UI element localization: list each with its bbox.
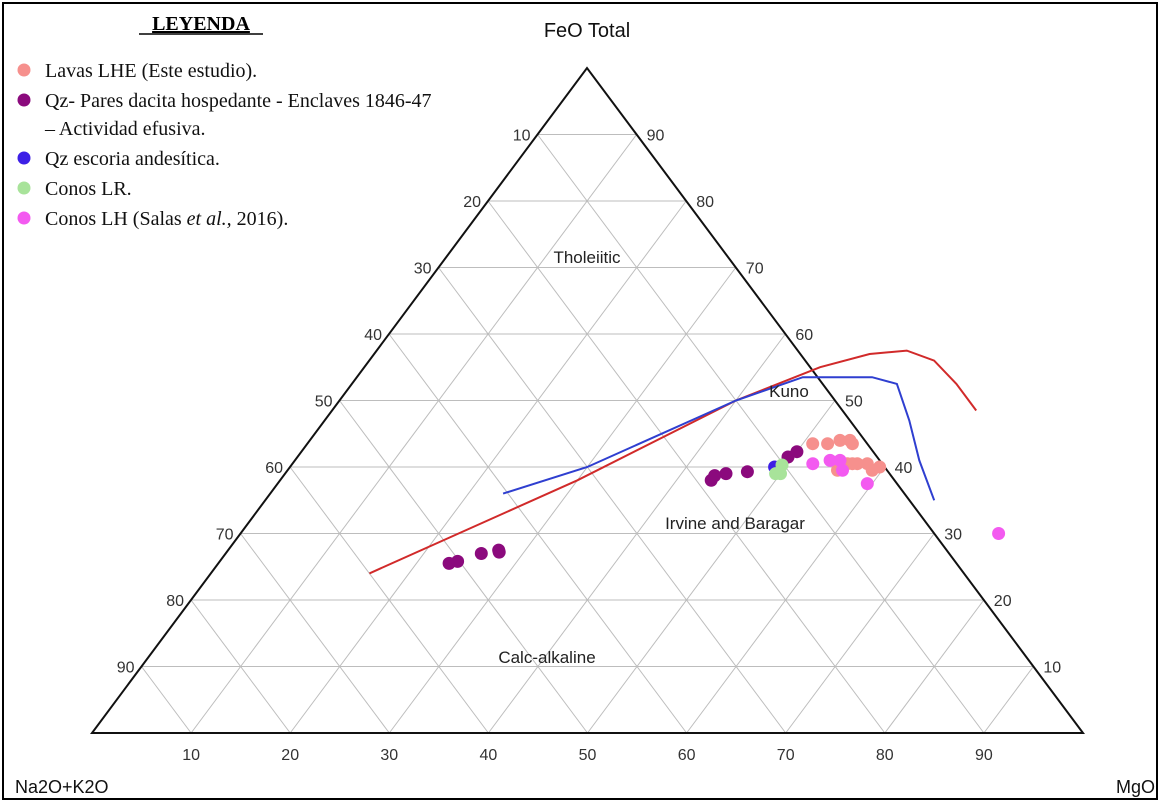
data-point-series-0 <box>806 437 820 451</box>
grid-line-mgo <box>686 466 886 734</box>
boundary-lines <box>368 349 978 575</box>
legend-marker-qz-pares <box>17 93 31 107</box>
legend-label-qz-escoria: Qz escoria andesítica. <box>45 148 220 170</box>
tick-label-left: 30 <box>414 261 432 278</box>
grid-line-alk <box>141 666 192 734</box>
tick-label-right: 50 <box>845 394 863 411</box>
grid-line-mgo <box>388 267 737 734</box>
tick-label-left: 70 <box>216 527 234 544</box>
legend-label-conos-lh-suffix: 2016). <box>232 208 289 230</box>
data-point-series-1 <box>719 467 733 481</box>
tick-label-bottom: 10 <box>182 747 200 764</box>
grid-line-alk <box>339 400 588 734</box>
tick-label-left: 50 <box>315 394 333 411</box>
boundary-line-kuno <box>368 349 978 575</box>
tick-label-bottom: 80 <box>876 747 894 764</box>
legend-label-conos-lh-italic: et al., <box>187 208 232 230</box>
tick-label-right: 30 <box>944 527 962 544</box>
boundary-line-irvine-and-baragar <box>502 376 936 501</box>
data-point-series-1 <box>708 469 722 483</box>
grid-line-alk <box>537 134 985 734</box>
apex-label-left: Na2O+K2O <box>15 777 109 797</box>
legend-marker-conos-lh <box>17 211 31 225</box>
grid-line-mgo <box>190 134 638 734</box>
tick-label-left: 80 <box>166 593 184 610</box>
tick-label-left: 20 <box>463 194 481 211</box>
legend-marker-qz-escoria <box>17 151 31 165</box>
tick-label-bottom: 30 <box>380 747 398 764</box>
apex-label-top: FeO Total <box>544 20 630 42</box>
data-point-series-1 <box>492 545 506 559</box>
data-point-series-0 <box>821 437 835 451</box>
tick-label-bottom: 40 <box>480 747 498 764</box>
data-point-series-1 <box>740 465 754 479</box>
legend-label-lavas-lhe: Lavas LHE (Este estudio). <box>45 60 257 82</box>
tick-label-left: 10 <box>513 128 531 145</box>
grid-line-mgo <box>785 533 935 734</box>
legend-marker-conos-lr <box>17 181 31 195</box>
grid-line-alk <box>190 599 291 734</box>
legend-label-qz-pares: Qz- Pares dacita hospedante - Enclaves 1… <box>45 90 432 112</box>
tick-label-left: 40 <box>364 327 382 344</box>
tick-label-right: 20 <box>994 593 1012 610</box>
data-point-series-0 <box>865 463 879 477</box>
tick-label-bottom: 60 <box>678 747 696 764</box>
region-label-kuno: Kuno <box>769 382 809 401</box>
region-label-tholeiitic: Tholeiitic <box>553 248 621 267</box>
chart-labels: FeO Total Na2O+K2O MgO Tholeiitic Calc-a… <box>15 20 1155 797</box>
data-point-series-4 <box>823 453 837 467</box>
tick-label-right: 70 <box>746 261 764 278</box>
grid-line-alk <box>438 267 787 734</box>
legend-marker-lavas-lhe <box>17 63 31 77</box>
data-points <box>442 433 1006 570</box>
data-point-series-0 <box>833 433 847 447</box>
data-point-series-1 <box>474 547 488 560</box>
region-label-calc-alkaline: Calc-alkaline <box>498 648 595 667</box>
tick-label-bottom: 50 <box>579 747 597 764</box>
legend-label-conos-lr: Conos LR. <box>45 178 132 200</box>
tick-label-right: 80 <box>696 194 714 211</box>
tick-label-bottom: 70 <box>777 747 795 764</box>
data-point-series-3 <box>774 467 787 481</box>
legend-label-conos-lh-prefix: Conos LH (Salas <box>45 208 187 230</box>
triangle-outline <box>90 66 1085 734</box>
apex-label-right: MgO <box>1116 777 1155 797</box>
triangle-axes <box>90 66 1085 734</box>
legend-label-qz-pares-line2: – Actividad efusiva. <box>44 118 206 140</box>
data-point-series-0 <box>845 457 859 471</box>
tick-label-bottom: 20 <box>281 747 299 764</box>
data-point-series-4 <box>806 457 820 471</box>
data-point-series-4 <box>833 453 847 467</box>
legend-title: LEYENDA <box>152 13 250 35</box>
data-point-series-0 <box>845 437 859 451</box>
tick-label-right: 40 <box>895 460 913 477</box>
data-point-series-4 <box>860 477 874 491</box>
tick-label-right: 10 <box>1043 660 1061 677</box>
grid-line-mgo <box>884 599 985 734</box>
tick-label-right: 90 <box>647 128 665 145</box>
tick-label-right: 60 <box>795 327 813 344</box>
tick-label-left: 90 <box>117 660 135 677</box>
tick-label-bottom: 90 <box>975 747 993 764</box>
grid-line-alk <box>289 466 489 734</box>
tick-label-left: 60 <box>265 460 283 477</box>
data-point-series-1 <box>790 445 804 459</box>
data-point-series-4 <box>836 463 849 477</box>
data-point-series-4 <box>992 527 1006 540</box>
legend: LEYENDA Lavas LHE (Este estudio). Qz- Pa… <box>17 13 432 230</box>
region-label-irvine-baragar: Irvine and Baragar <box>665 514 805 533</box>
grid-line-mgo <box>983 666 1034 734</box>
data-point-series-1 <box>451 554 465 568</box>
grid-line-alk <box>240 533 390 734</box>
legend-label-conos-lh: Conos LH (Salas et al., 2016). <box>45 208 288 230</box>
